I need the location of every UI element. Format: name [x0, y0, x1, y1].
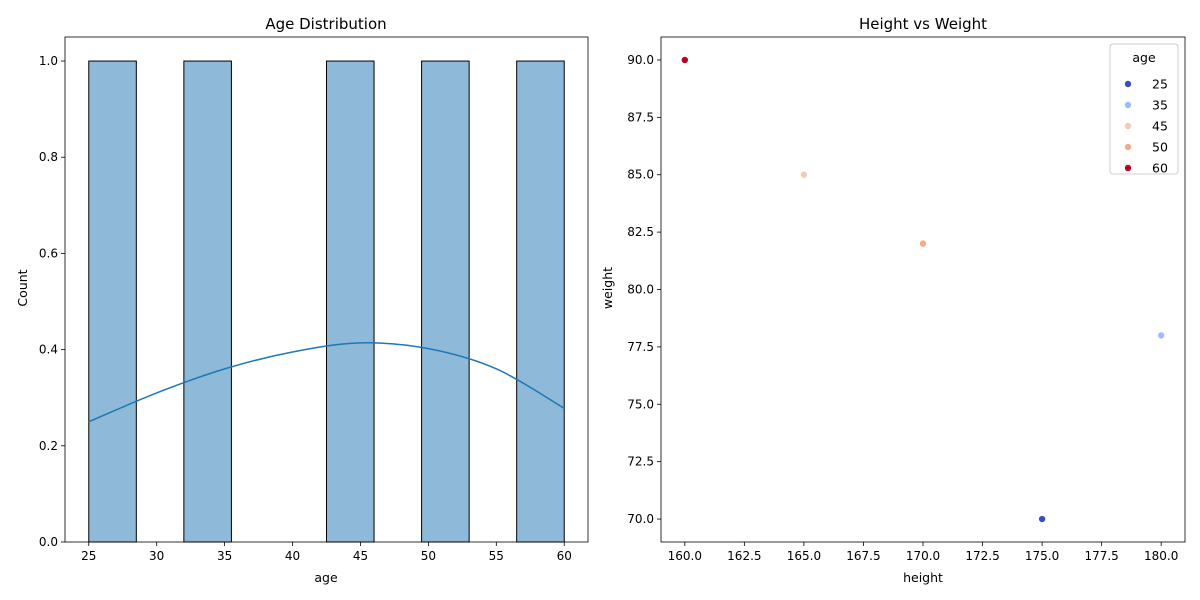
legend-marker: [1124, 80, 1132, 88]
x-tick-label: 175.0: [1025, 549, 1059, 563]
legend-title: age: [1132, 50, 1156, 65]
legend-box: [1109, 43, 1179, 175]
x-tick-label: 167.5: [846, 549, 880, 563]
axes-frame: [660, 36, 1186, 543]
scatter-point: [681, 56, 689, 64]
scatter-point: [919, 239, 927, 248]
legend-marker: [1124, 164, 1132, 172]
y-axis-label: weight: [600, 267, 615, 309]
legend-marker: [1124, 122, 1132, 130]
legend-label: 45: [1152, 119, 1168, 134]
legend-marker: [1124, 143, 1132, 151]
y-tick-label: 90.0: [627, 53, 654, 67]
x-tick-label: 30: [149, 549, 164, 563]
histogram-bar: [88, 60, 137, 543]
histogram-bar: [326, 60, 375, 543]
age-distribution-chart: Age Distribution 25 30 35 40 45 50 55 60 0.0 0.2 0…: [15, 15, 589, 585]
y-tick-label: 80.0: [627, 283, 654, 297]
x-tick-label: 35: [217, 549, 232, 563]
legend-label: 35: [1152, 98, 1168, 113]
x-tick-label: 45: [353, 549, 368, 563]
y-tick-label: 85.0: [627, 168, 654, 182]
axes-frame: [64, 36, 589, 543]
height-vs-weight-chart: Height vs Weight 160.0 162.5 165.0 167.5 170…: [600, 15, 1186, 585]
y-tick-label: 70.0: [627, 512, 654, 526]
x-tick-label: 55: [489, 549, 504, 563]
scatter-point: [1157, 331, 1165, 340]
x-tick-label: 172.5: [965, 549, 999, 563]
x-tick-label: 170.0: [906, 549, 940, 563]
y-tick-label: 1.0: [39, 54, 58, 68]
legend-label: 50: [1152, 140, 1168, 155]
x-tick-label: 25: [81, 549, 96, 563]
legend-label: 60: [1152, 161, 1168, 176]
x-tick-label: 162.5: [727, 549, 761, 563]
x-tick-label: 40: [285, 549, 300, 563]
y-tick-label: 0.6: [39, 246, 58, 260]
x-tick-label: 165.0: [787, 549, 821, 563]
x-axis-label: age: [314, 570, 338, 585]
histogram-bar: [516, 60, 565, 543]
legend-label: 25: [1152, 77, 1168, 92]
chart-title: Height vs Weight: [859, 15, 987, 33]
y-tick-label: 0.8: [39, 150, 58, 164]
y-tick-label: 0.0: [39, 535, 58, 549]
plot-area: 25 30 35 40 45 50 55 60 0.0 0.2 0.4 0.6 0.8 1.0: [39, 36, 589, 563]
x-tick-label: 160.0: [668, 549, 702, 563]
y-tick-label: 77.5: [627, 340, 654, 354]
chart-title: Age Distribution: [265, 15, 386, 33]
x-axis-label: height: [903, 570, 943, 585]
legend-marker: [1124, 101, 1132, 109]
y-axis-label: Count: [15, 269, 30, 306]
legend: age 25 35 45 50 60: [1109, 43, 1179, 176]
y-tick-label: 75.0: [627, 397, 654, 411]
x-tick-label: 177.5: [1084, 549, 1118, 563]
histogram-bar: [421, 60, 470, 543]
plot-area: 160.0 162.5 165.0 167.5 170.0 172.5 175.0 177.5…: [627, 36, 1186, 563]
x-tick-label: 50: [421, 549, 436, 563]
y-tick-label: 0.4: [39, 343, 58, 357]
histogram-bar: [183, 60, 232, 543]
scatter-point: [1038, 515, 1046, 523]
scatter-point: [800, 170, 808, 179]
y-tick-label: 87.5: [627, 110, 654, 124]
x-tick-label: 180.0: [1144, 549, 1178, 563]
kde-line: [88, 342, 565, 423]
y-tick-label: 0.2: [39, 439, 58, 453]
y-tick-label: 72.5: [627, 455, 654, 469]
y-tick-label: 82.5: [627, 225, 654, 239]
x-tick-label: 60: [557, 549, 572, 563]
